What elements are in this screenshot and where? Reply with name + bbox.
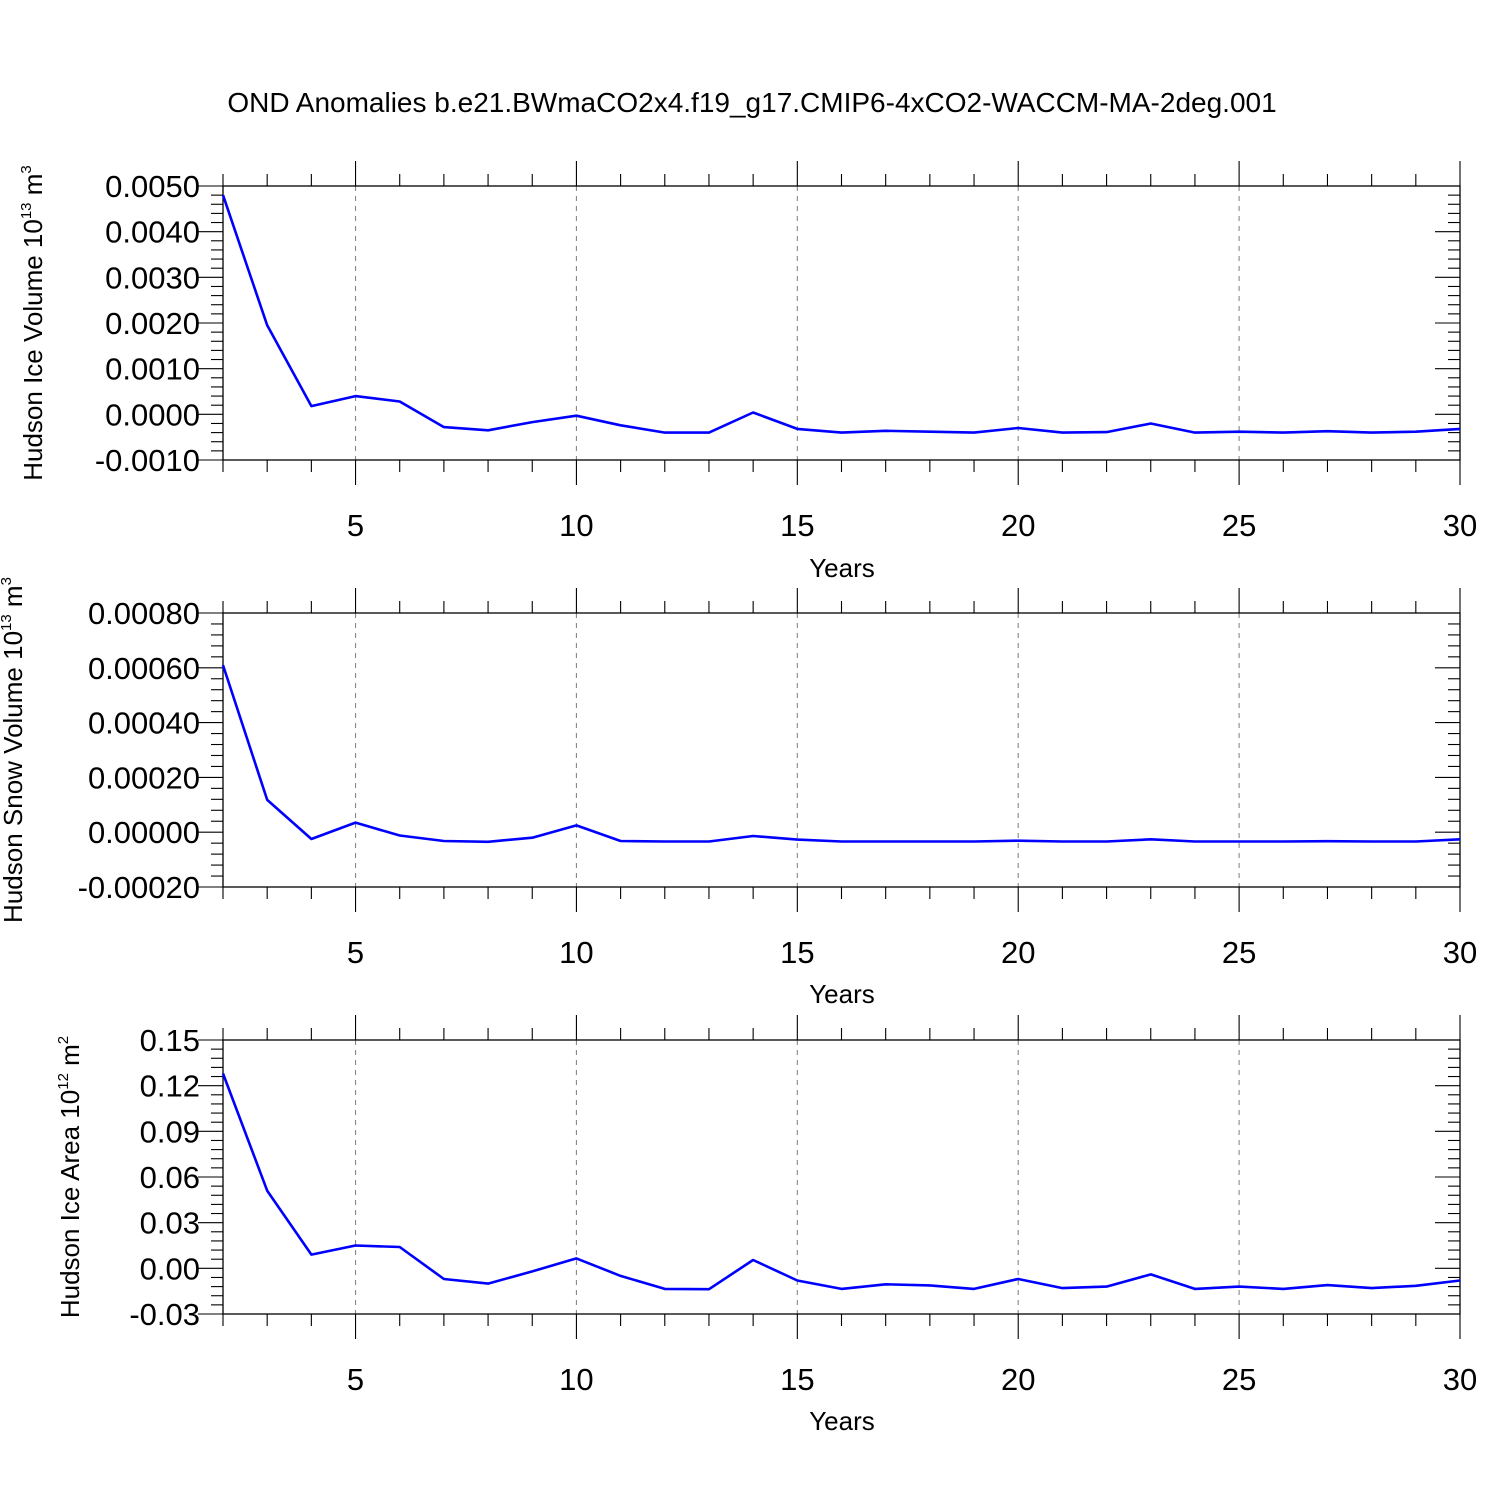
y-tick-label: -0.03 xyxy=(129,1297,200,1332)
series-line xyxy=(221,664,1461,844)
x-tick-label: 20 xyxy=(1001,1362,1035,1397)
y-tick-label: 0.0020 xyxy=(105,306,200,341)
y-tick-label: 0.00 xyxy=(140,1251,200,1286)
x-tick-label: 10 xyxy=(559,935,593,970)
x-tick-label: 20 xyxy=(1001,935,1035,970)
ice-area-panel: Years Hudson Ice Area 1012 m2 5 10 15 20 25 3… xyxy=(55,1015,1477,1436)
y-axis-title: Hudson Ice Area 1012 m2 xyxy=(55,1036,85,1318)
x-tick-label: 15 xyxy=(780,935,814,970)
x-tick-label: 5 xyxy=(347,935,364,970)
figure-title: OND Anomalies b.e21.BWmaCO2x4.f19_g17.CM… xyxy=(227,87,1276,118)
snow-volume-panel: Years Hudson Snow Volume 1013 m3 5 10 15 20… xyxy=(0,577,1477,1009)
plot-frame xyxy=(222,1039,1461,1315)
y-tick-label: 0.09 xyxy=(140,1114,200,1149)
series-line xyxy=(221,194,1461,434)
x-tick-label: 30 xyxy=(1443,1362,1477,1397)
y-tick-label: 0.0000 xyxy=(105,397,200,432)
y-tick-label: 0.00020 xyxy=(88,760,200,795)
x-tick-label: 10 xyxy=(559,508,593,543)
y-tick-label: 0.00080 xyxy=(88,596,200,631)
y-tick-label: 0.03 xyxy=(140,1206,200,1241)
x-axis-title: Years xyxy=(809,1406,875,1436)
x-tick-label: 25 xyxy=(1222,1362,1256,1397)
ice-volume-panel: Years Hudson Ice Volume 1013 m3 5 10 15 20 2… xyxy=(18,161,1477,583)
series-line xyxy=(221,1073,1461,1291)
y-tick-label: 0.0010 xyxy=(105,352,200,387)
x-tick-label: 5 xyxy=(347,1362,364,1397)
x-tick-label: 20 xyxy=(1001,508,1035,543)
x-tick-label: 25 xyxy=(1222,508,1256,543)
x-tick-label: 15 xyxy=(780,1362,814,1397)
x-axis-title: Years xyxy=(809,553,875,583)
plot-frame xyxy=(222,185,1461,461)
y-tick-label: 0.0040 xyxy=(105,215,200,250)
x-tick-label: 5 xyxy=(347,508,364,543)
y-tick-label: 0.15 xyxy=(140,1023,200,1058)
x-tick-label: 30 xyxy=(1443,935,1477,970)
y-axis-title: Hudson Ice Volume 1013 m3 xyxy=(18,165,48,481)
y-tick-label: 0.0030 xyxy=(105,260,200,295)
x-tick-label: 30 xyxy=(1443,508,1477,543)
y-tick-label: 0.00000 xyxy=(88,815,200,850)
x-tick-label: 15 xyxy=(780,508,814,543)
y-tick-label: -0.00020 xyxy=(78,870,200,905)
y-axis-title: Hudson Snow Volume 1013 m3 xyxy=(0,577,28,923)
x-tick-label: 10 xyxy=(559,1362,593,1397)
y-tick-label: -0.0010 xyxy=(95,443,200,478)
x-tick-label: 25 xyxy=(1222,935,1256,970)
y-tick-label: 0.12 xyxy=(140,1069,200,1104)
y-tick-label: 0.06 xyxy=(140,1160,200,1195)
x-axis-title: Years xyxy=(809,979,875,1009)
y-tick-label: 0.0050 xyxy=(105,169,200,204)
y-tick-label: 0.00040 xyxy=(88,706,200,741)
plot-frame xyxy=(222,612,1461,888)
y-tick-label: 0.00060 xyxy=(88,651,200,686)
